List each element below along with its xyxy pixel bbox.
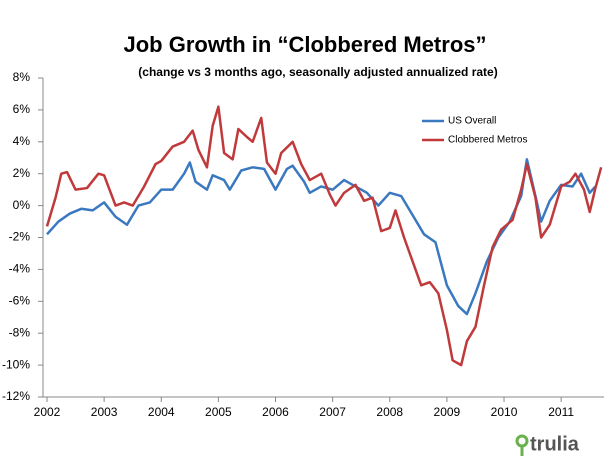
- y-tick-label: 0%: [13, 198, 31, 212]
- x-tick-label: 2010: [491, 405, 518, 419]
- x-tick-label: 2004: [148, 405, 175, 419]
- x-tick-label: 2003: [91, 405, 118, 419]
- y-tick-label: -12%: [2, 389, 30, 403]
- y-tick-label: 6%: [13, 102, 31, 116]
- y-tick-label: 8%: [13, 70, 31, 84]
- chart-title: Job Growth in “Clobbered Metros”: [123, 32, 486, 57]
- series-line: [45, 105, 603, 367]
- y-tick-label: -2%: [9, 230, 31, 244]
- y-tick-label: -10%: [2, 357, 30, 371]
- logo-icon: [515, 434, 529, 448]
- x-tick-label: 2008: [376, 405, 403, 419]
- legend-label: US Overall: [448, 116, 496, 127]
- x-tick-label: 2009: [434, 405, 461, 419]
- y-tick-label: 2%: [13, 166, 31, 180]
- brand-logo: trulia: [515, 433, 580, 456]
- x-tick-label: 2002: [34, 405, 61, 419]
- series-line: [46, 158, 597, 316]
- y-tick-label: 4%: [13, 134, 31, 148]
- x-tick-label: 2005: [205, 405, 232, 419]
- x-tick-label: 2006: [262, 405, 289, 419]
- y-tick-label: -8%: [9, 325, 31, 339]
- x-tick-label: 2011: [548, 405, 574, 419]
- y-tick-label: -4%: [9, 262, 31, 276]
- chart-subtitle: (change vs 3 months ago, seasonally adju…: [138, 65, 497, 79]
- legend-label: Clobbered Metros: [448, 135, 527, 146]
- brand: trulia: [530, 433, 580, 455]
- y-tick-label: -6%: [9, 293, 31, 307]
- x-tick-label: 2007: [319, 405, 346, 419]
